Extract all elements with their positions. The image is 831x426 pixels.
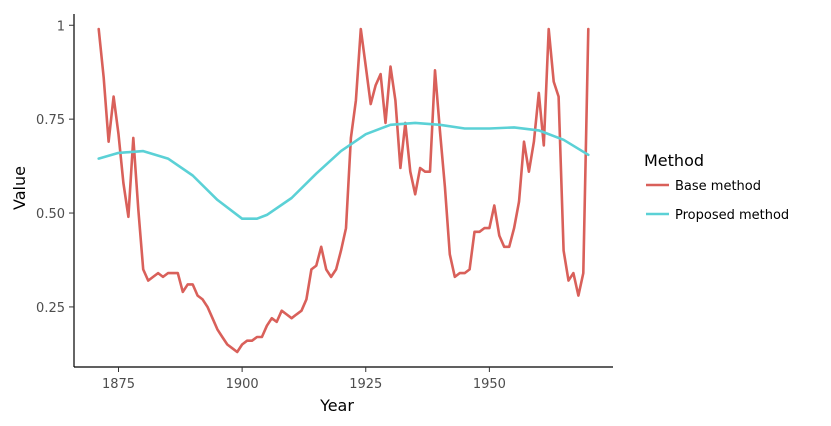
x-tick-label: 1925: [349, 377, 382, 392]
series-line-base-method: [97, 27, 590, 354]
y-ticks: 0.25 0.50 0.75 1: [36, 19, 74, 316]
y-tick-label: 0.50: [36, 207, 65, 222]
legend: Method Base method Proposed method: [644, 151, 789, 223]
y-axis-title: Value: [10, 166, 29, 210]
plot-area: [97, 27, 590, 354]
legend-label-base-method: Base method: [675, 179, 761, 194]
y-tick-label: 0.25: [36, 301, 65, 316]
x-tick-label: 1900: [226, 377, 259, 392]
series-line-proposed-method: [97, 121, 590, 220]
legend-title: Method: [644, 151, 704, 170]
x-ticks: 1875 1900 1925 1950: [102, 367, 506, 392]
x-axis-title: Year: [319, 396, 354, 415]
x-tick-label: 1950: [473, 377, 506, 392]
x-tick-label: 1875: [102, 377, 135, 392]
y-tick-label: 0.75: [36, 113, 65, 128]
y-tick-label: 1: [57, 19, 65, 34]
legend-label-proposed-method: Proposed method: [675, 208, 789, 223]
